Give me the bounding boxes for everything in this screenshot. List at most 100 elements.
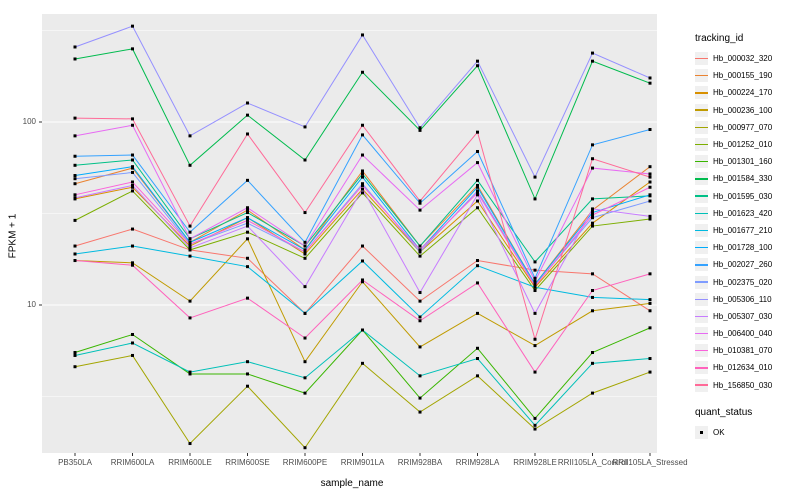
quant-status-item: OK: [695, 424, 799, 441]
legend-item: Hb_000155_190: [695, 67, 799, 84]
legend-key-line-icon: [695, 86, 708, 100]
data-point-marker: [476, 264, 479, 268]
data-point-marker: [648, 165, 652, 169]
legend-key-line-icon: [695, 327, 708, 341]
data-point-marker: [303, 360, 307, 364]
legend-title: tracking_id: [695, 33, 744, 44]
legend-key-line-icon: [695, 103, 708, 117]
data-point-marker: [73, 182, 77, 186]
legend-key-line-icon: [695, 52, 708, 66]
data-point-marker: [246, 132, 249, 136]
data-point-marker: [361, 169, 364, 173]
data-point-marker: [246, 224, 249, 228]
data-point-marker: [533, 260, 537, 264]
data-point-marker: [188, 248, 192, 252]
data-point-marker: [131, 332, 134, 336]
data-point-marker: [361, 70, 364, 74]
data-point-marker: [418, 244, 422, 248]
data-point-marker: [533, 311, 537, 315]
data-point-marker: [591, 309, 594, 313]
legend-label: Hb_006400_040: [713, 329, 773, 339]
data-point-marker: [361, 172, 364, 176]
data-point-marker: [418, 126, 422, 130]
x-tick-label: RRIM600SE: [225, 458, 270, 467]
data-point-marker: [591, 216, 594, 220]
data-point-marker: [73, 177, 77, 181]
data-point-marker: [303, 248, 307, 252]
data-point-marker: [188, 240, 192, 244]
legend-item: Hb_156850_030: [695, 377, 799, 394]
data-point-marker: [648, 326, 652, 330]
data-point-marker: [648, 309, 652, 313]
legend-item: Hb_000224_170: [695, 84, 799, 101]
legend-key-line-icon: [695, 344, 708, 358]
legend-label: Hb_001728_100: [713, 243, 773, 253]
plot-panel-background: [42, 14, 657, 453]
data-point-marker: [73, 116, 77, 120]
data-point-marker: [246, 178, 249, 182]
data-point-marker: [303, 211, 307, 215]
data-point-marker: [361, 183, 364, 187]
data-point-marker: [476, 59, 479, 63]
data-point-marker: [648, 180, 652, 184]
legend-item: Hb_001252_010: [695, 136, 799, 153]
data-point-marker: [591, 295, 594, 299]
data-point-marker: [131, 263, 134, 267]
y-tick-label: 10: [27, 300, 36, 309]
data-point-marker: [591, 59, 594, 63]
data-point-marker: [73, 193, 77, 197]
data-point-marker: [246, 360, 249, 364]
data-point-marker: [188, 246, 192, 250]
legend-label: Hb_001623_420: [713, 208, 773, 218]
data-point-marker: [476, 357, 479, 361]
data-point-marker: [418, 201, 422, 205]
data-point-marker: [131, 170, 134, 174]
data-point-marker: [246, 230, 249, 234]
data-point-marker: [303, 252, 307, 256]
legend-label: Hb_010381_070: [713, 346, 773, 356]
data-point-marker: [476, 183, 479, 187]
data-point-marker: [533, 337, 537, 341]
legend-label: Hb_001595_030: [713, 191, 773, 201]
data-point-marker: [418, 410, 422, 414]
data-point-marker: [533, 284, 537, 288]
data-point-marker: [188, 316, 192, 320]
data-point-marker: [476, 346, 479, 350]
data-point-marker: [188, 163, 192, 167]
legend-key-line-icon: [695, 189, 708, 203]
data-point-marker: [533, 344, 537, 348]
legend-label: Hb_000236_100: [713, 105, 773, 115]
data-point-marker: [246, 221, 249, 225]
legend-label: Hb_156850_030: [713, 380, 773, 390]
data-point-marker: [533, 268, 537, 272]
data-point-marker: [131, 353, 134, 357]
data-point-marker: [361, 328, 364, 332]
data-point-marker: [476, 130, 479, 134]
x-tick-label: RRIM928BA: [397, 458, 443, 467]
data-point-marker: [533, 175, 537, 179]
data-point-marker: [476, 206, 479, 210]
data-point-marker: [246, 113, 249, 117]
data-point-marker: [361, 191, 364, 195]
legend-key-line-icon: [695, 138, 708, 152]
legend-item: Hb_002375_020: [695, 273, 799, 290]
data-point-marker: [188, 372, 192, 376]
data-point-marker: [73, 57, 77, 61]
data-point-marker: [188, 370, 192, 374]
legend-item: Hb_001677_210: [695, 222, 799, 239]
data-point-marker: [476, 259, 479, 263]
data-point-marker: [418, 250, 422, 254]
data-point-marker: [533, 197, 537, 201]
data-point-marker: [303, 240, 307, 244]
data-point-marker: [648, 127, 652, 131]
data-point-marker: [131, 165, 134, 169]
data-point-marker: [533, 276, 537, 280]
data-point-marker: [73, 163, 77, 167]
data-point-marker: [476, 193, 479, 197]
data-point-marker: [476, 64, 479, 68]
quant-status-label: OK: [713, 427, 725, 437]
data-point-marker: [476, 189, 479, 193]
x-tick-label: RRII105LA_Stressed: [612, 458, 688, 467]
data-point-marker: [188, 254, 192, 258]
x-axis-title: sample_name: [320, 478, 384, 489]
